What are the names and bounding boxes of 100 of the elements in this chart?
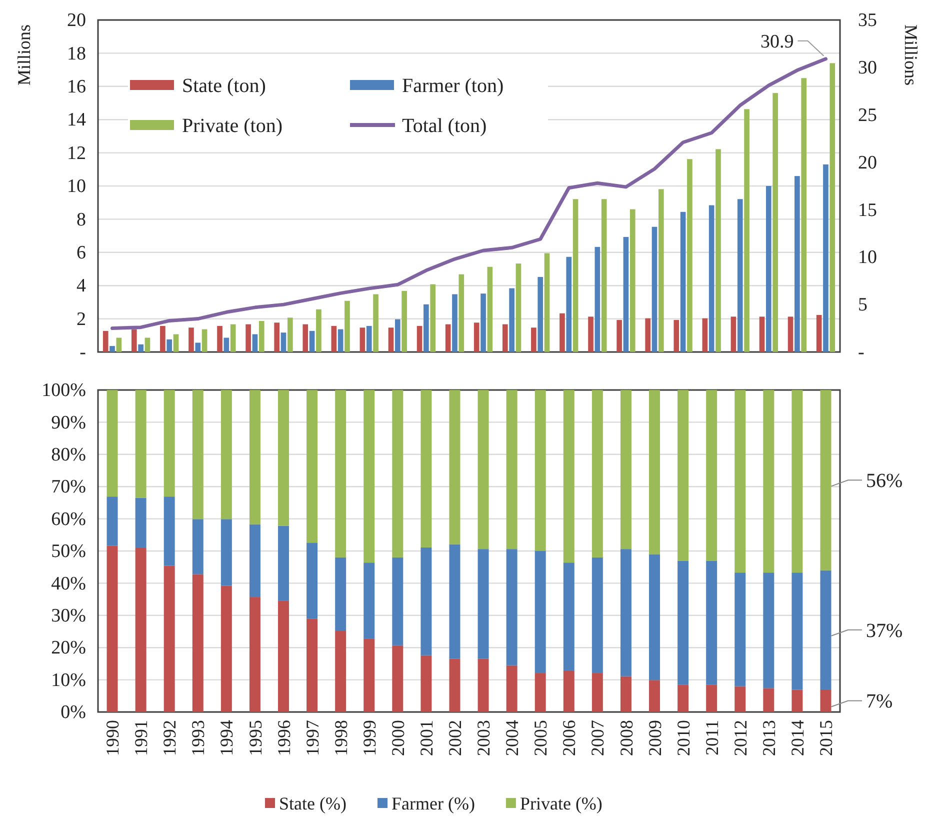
bar	[192, 574, 204, 712]
y-tick-label: 90%	[51, 412, 86, 434]
bar	[388, 328, 394, 352]
bar	[278, 600, 289, 712]
x-tick-label: 1990	[102, 720, 123, 756]
y-axis-title: Millions	[14, 24, 34, 86]
legend-label: State (%)	[279, 793, 346, 814]
bar	[716, 149, 721, 352]
bar	[620, 676, 632, 712]
bar	[131, 329, 137, 352]
bar	[135, 498, 146, 548]
bar	[452, 294, 458, 352]
bar	[680, 212, 686, 352]
bar	[138, 344, 144, 352]
bar	[478, 658, 489, 712]
bar	[249, 524, 260, 598]
bar	[702, 318, 708, 352]
y-tick-label: 100%	[42, 380, 86, 402]
x-tick-label: 2000	[388, 720, 408, 756]
bar	[474, 322, 480, 352]
y2-tick-label: 35	[858, 10, 877, 32]
bar	[509, 288, 514, 352]
x-tick-label: 2013	[758, 720, 779, 756]
bar	[645, 318, 651, 352]
bar	[102, 330, 108, 352]
bar	[335, 557, 346, 631]
y-tick-label: 50%	[51, 541, 86, 562]
bar	[144, 338, 150, 352]
bar	[164, 566, 175, 712]
bar	[164, 390, 175, 497]
y-tick-label: 8	[76, 209, 86, 230]
data-label: 30.9	[760, 32, 794, 53]
bar	[678, 560, 689, 685]
bar	[106, 496, 118, 546]
bar	[649, 554, 660, 680]
x-tick-label: 2002	[445, 720, 466, 756]
bar	[763, 390, 774, 573]
bar	[424, 304, 429, 352]
bar	[224, 338, 230, 352]
bar	[230, 324, 236, 352]
y-tick-label: 14	[67, 110, 86, 131]
x-tick-label: 1996	[274, 720, 294, 756]
bar	[394, 319, 400, 352]
legend-label: State (ton)	[182, 75, 266, 97]
bar	[763, 688, 774, 712]
x-tick-label: 2009	[644, 720, 665, 756]
bar	[792, 690, 803, 712]
bar	[360, 328, 366, 352]
y-tick-label: 10	[67, 176, 86, 198]
legend-label: Farmer (ton)	[402, 75, 504, 97]
x-tick-label: 2014	[787, 720, 808, 756]
bar	[316, 309, 322, 352]
bar	[623, 236, 629, 352]
legend-label: Private (ton)	[182, 115, 283, 137]
bar	[110, 346, 115, 352]
bar	[678, 390, 689, 561]
bar	[737, 199, 743, 352]
bar	[217, 326, 222, 352]
bar	[188, 328, 194, 352]
legend-label: Private (%)	[520, 793, 602, 814]
bar	[195, 342, 201, 352]
bar	[306, 390, 318, 543]
line-series	[110, 57, 828, 330]
bar	[416, 326, 422, 352]
bar	[335, 390, 346, 558]
bar	[830, 63, 836, 352]
y-tick-label: 40%	[51, 573, 86, 594]
bar	[572, 199, 578, 352]
bar	[192, 519, 204, 574]
bar	[458, 274, 464, 352]
y-tick-label: 20	[67, 10, 86, 32]
bar	[788, 316, 794, 352]
bar	[306, 542, 318, 619]
bar	[652, 226, 658, 352]
bar	[544, 253, 550, 352]
bar	[135, 547, 146, 712]
bar	[592, 673, 603, 712]
y-tick-label: -	[80, 342, 86, 364]
x-tick-label: 1992	[160, 720, 180, 756]
bar	[649, 390, 660, 554]
y-tick-label: 80%	[51, 444, 86, 466]
bar	[766, 186, 772, 352]
y-tick-label: 70%	[51, 476, 86, 498]
y-tick-label: 60%	[51, 508, 86, 530]
bar	[164, 496, 175, 566]
bar	[516, 264, 522, 352]
bar	[478, 390, 489, 550]
bar	[173, 334, 179, 352]
bar	[392, 645, 404, 712]
bar	[449, 658, 460, 712]
data-label: 56%	[866, 470, 903, 492]
x-tick-label: 1995	[245, 720, 266, 756]
bar	[246, 324, 251, 352]
bar	[594, 246, 600, 352]
bar	[392, 390, 404, 558]
bar	[794, 176, 800, 352]
bar	[392, 557, 404, 646]
bar	[364, 638, 375, 712]
bar	[592, 390, 603, 558]
bar	[792, 572, 803, 690]
